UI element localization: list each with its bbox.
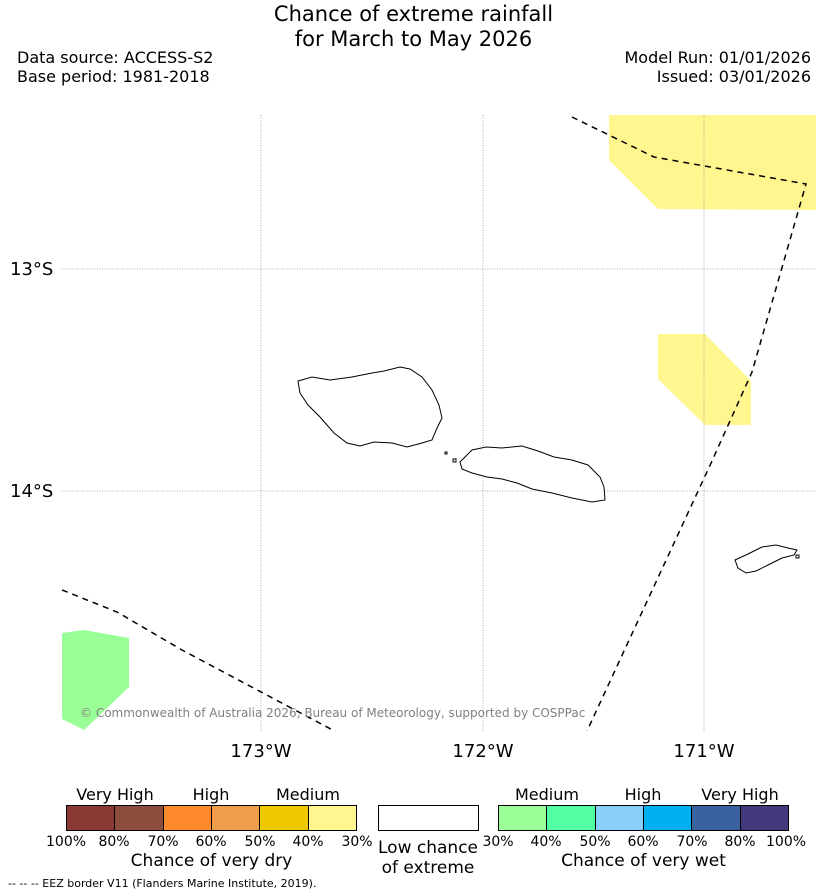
- dry-tick-50: 50%: [244, 834, 276, 850]
- wet-cat-high: High: [624, 785, 662, 804]
- savaii-island: [297, 366, 443, 448]
- dry-region-top: [609, 115, 816, 210]
- data-source: Data source: ACCESS-S2: [17, 48, 214, 67]
- dry-tick-60: 60%: [195, 834, 227, 850]
- eez-footnote: -- -- -- EEZ border V11 (Flanders Marine…: [8, 877, 317, 890]
- dry-seg-4: [211, 806, 261, 830]
- wet-seg-2: [547, 806, 596, 830]
- wet-tick-30: 30%: [482, 834, 514, 850]
- lon-label-172w: 172°W: [452, 741, 514, 762]
- manono-island: [444, 451, 448, 455]
- tutuila-island: [734, 544, 798, 574]
- wet-tick-50: 50%: [579, 834, 611, 850]
- low-chance-swatch: [378, 805, 479, 831]
- lat-label-14s: 14°S: [10, 481, 54, 502]
- dry-tick-80: 80%: [98, 834, 130, 850]
- title-line-1: Chance of extreme rainfall: [273, 2, 554, 26]
- low-chance-line-1: Low chance: [378, 838, 478, 858]
- wet-seg-6: [740, 806, 788, 830]
- dry-tick-70: 70%: [147, 834, 179, 850]
- wet-tick-80: 80%: [724, 834, 756, 850]
- dry-tick-100: 100%: [46, 834, 87, 850]
- wet-seg-5: [692, 806, 741, 830]
- islands: [297, 366, 800, 574]
- dry-cat-medium: Medium: [276, 785, 340, 804]
- aunuu-island: [795, 554, 800, 559]
- meta-left: Data source: ACCESS-S2 Base period: 1981…: [17, 48, 213, 86]
- wet-tick-40: 40%: [530, 834, 562, 850]
- lon-label-173w: 173°W: [230, 741, 292, 762]
- wet-seg-4: [643, 806, 693, 830]
- issued-date: Issued: 03/01/2026: [656, 67, 811, 86]
- wet-seg-3: [595, 806, 644, 830]
- lat-label-13s: 13°S: [10, 259, 54, 280]
- dry-region-mid: [658, 334, 751, 425]
- wet-colorbar: [498, 805, 789, 831]
- lon-label-171w: 171°W: [673, 741, 735, 762]
- dry-seg-3: [163, 806, 212, 830]
- map-title: Chance of extreme rainfall for March to …: [0, 2, 827, 52]
- dry-colorbar: [66, 805, 357, 831]
- dry-tick-30: 30%: [341, 834, 373, 850]
- model-run: Model Run: 01/01/2026: [624, 48, 812, 67]
- dry-cat-high: High: [192, 785, 230, 804]
- map-canvas: [62, 115, 816, 731]
- dry-seg-2: [115, 806, 164, 830]
- dry-seg-5: [260, 806, 309, 830]
- eez-border: [62, 116, 807, 731]
- meta-right: Model Run: 01/01/2026 Issued: 03/01/2026: [625, 48, 812, 86]
- wet-cat-very-high: Very High: [701, 785, 779, 804]
- wet-tick-60: 60%: [627, 834, 659, 850]
- wet-legend-title: Chance of very wet: [561, 851, 726, 871]
- map-credit: © Commonwealth of Australia 2026, Bureau…: [80, 706, 586, 720]
- dry-seg-1: [67, 806, 116, 830]
- dry-legend-title: Chance of very dry: [130, 851, 293, 871]
- dry-tick-40: 40%: [292, 834, 324, 850]
- gridlines: [62, 115, 816, 731]
- wet-seg-1: [499, 806, 548, 830]
- wet-tick-100: 100%: [766, 834, 807, 850]
- apolima-island: [452, 458, 457, 463]
- low-chance-label: Low chance of extreme: [368, 838, 488, 878]
- title-line-2: for March to May 2026: [294, 27, 533, 51]
- wet-tick-70: 70%: [676, 834, 708, 850]
- low-chance-line-2: of extreme: [381, 858, 475, 878]
- wet-cat-medium: Medium: [515, 785, 579, 804]
- dry-seg-6: [308, 806, 356, 830]
- dry-cat-very-high: Very High: [76, 785, 154, 804]
- base-period: Base period: 1981-2018: [17, 67, 210, 86]
- wet-region-left: [62, 630, 129, 730]
- upolu-island: [459, 445, 606, 503]
